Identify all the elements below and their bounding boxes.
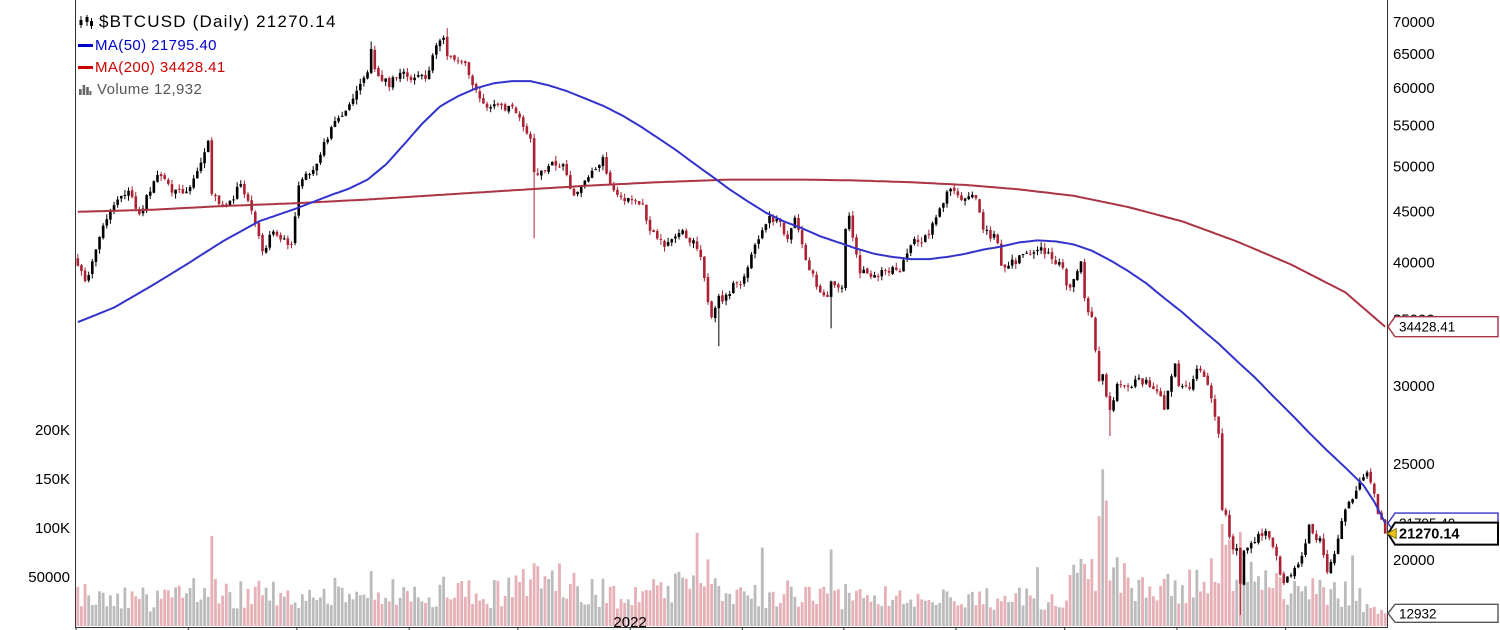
legend-symbol-row: $BTCUSD (Daily) 21270.14 — [78, 10, 337, 34]
ma50-line-swatch — [78, 43, 93, 47]
x-axis-year-label: 2022 — [613, 614, 646, 630]
svg-text:34428.41: 34428.41 — [1399, 320, 1455, 335]
last-price-tag — [1386, 527, 1397, 540]
volume-tick-label: 150K — [35, 471, 70, 488]
price-tick-label: 20000 — [1393, 552, 1435, 569]
price-tick-label: 60000 — [1393, 80, 1435, 97]
ma50-line — [77, 80, 1387, 524]
price-tick-label: 45000 — [1393, 204, 1435, 221]
volume-axis-labels: 200K 150K 100K 50000 — [28, 422, 70, 586]
ma200-line — [77, 178, 1386, 328]
candlestick-layer — [76, 28, 1387, 615]
volume-tick-label: 100K — [35, 520, 70, 537]
price-tick-label: 50000 — [1393, 158, 1435, 175]
volume-tick-label: 50000 — [28, 569, 70, 586]
axis-marker-21270.14: 21270.14 — [1386, 521, 1499, 546]
volume-bars-icon — [78, 82, 92, 96]
volume-label: Volume 12,932 — [97, 80, 203, 98]
chart-legend: $BTCUSD (Daily) 21270.14 MA(50) 21795.40… — [78, 10, 337, 100]
volume-tick-label: 200K — [35, 422, 70, 439]
legend-ma50-row: MA(50) 21795.40 — [78, 34, 337, 56]
price-tick-label: 70000 — [1393, 14, 1435, 31]
ma50-label: MA(50) 21795.40 — [95, 36, 217, 54]
legend-volume-row: Volume 12,932 — [78, 78, 337, 100]
svg-text:12932: 12932 — [1399, 606, 1437, 621]
price-tick-label: 25000 — [1393, 456, 1435, 473]
price-tick-label: 30000 — [1393, 378, 1435, 395]
price-tick-label: 40000 — [1393, 254, 1435, 271]
price-axis-labels: 7000065000600005500050000450004000035000… — [1393, 14, 1435, 569]
chart-type-icon — [78, 14, 94, 30]
symbol-title: $BTCUSD (Daily) 21270.14 — [99, 12, 337, 31]
legend-ma200-row: MA(200) 34428.41 — [78, 56, 337, 78]
ma200-line-swatch — [78, 65, 93, 69]
ma200-label: MA(200) 34428.41 — [95, 58, 226, 76]
price-tick-label: 65000 — [1393, 46, 1435, 63]
axis-marker-34428.41: 34428.41 — [1387, 316, 1499, 338]
axis-marker-12932: 12932 — [1387, 603, 1499, 623]
svg-text:21270.14: 21270.14 — [1399, 527, 1459, 543]
price-tick-label: 55000 — [1393, 118, 1435, 135]
volume-bars-layer — [76, 469, 1387, 626]
